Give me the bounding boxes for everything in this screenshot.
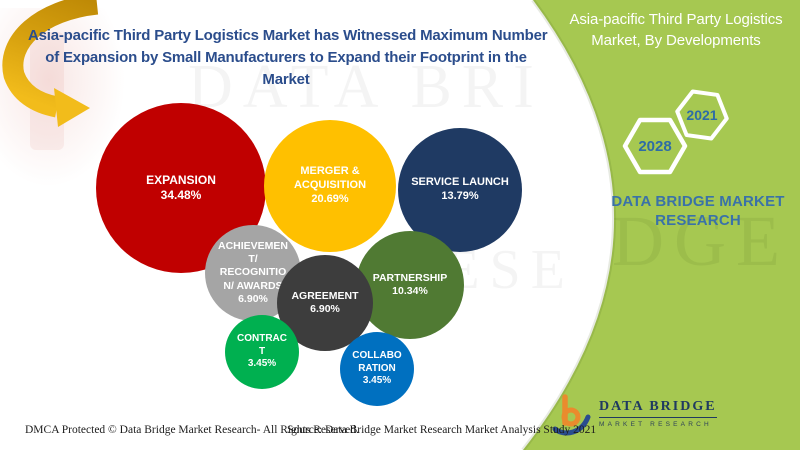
curve-edge-shadow (521, 0, 617, 450)
page-title: Asia-pacific Third Party Logistics Marke… (28, 25, 548, 91)
logo-name: DATA BRIDGE (599, 399, 717, 418)
data-bridge-logo-icon (552, 394, 591, 436)
panel-title-line-1: Asia-pacific Third Party Logistics (569, 11, 783, 28)
arrow-band (2, 0, 99, 118)
forecast-hexagons: 2028 2021 (622, 89, 729, 175)
bubble-collaboration: COLLABO RATION 3.45% (340, 332, 414, 406)
hexagon-2021 (675, 89, 729, 141)
company-logo: DATA BRIDGE MARKET RESEARCH (552, 394, 717, 440)
bubble-achievement-recognition-awards: ACHIEVEMEN T/RECOGNITIO N/ AWARDS 6.90% (205, 225, 301, 321)
brand-line-1: DATA BRIDGE MARKET (611, 193, 785, 210)
logo-b-bowl (561, 407, 581, 427)
bubble-label: SERVICE LAUNCH 13.79% (411, 176, 509, 202)
footer-source-note: Source: Data Bridge Market Research Mark… (287, 424, 597, 436)
footer-dmca-notice: DMCA Protected © Data Bridge Market Rese… (25, 424, 359, 436)
bubble-contract: CONTRAC T 3.45% (225, 315, 299, 389)
bubble-merger-acquisition: MERGER & ACQUISITION 20.69% (264, 120, 396, 252)
bubble-label: MERGER & ACQUISITION 20.69% (293, 165, 367, 205)
page-title-line-3: Market (262, 71, 310, 88)
curved-arrow-icon (2, 0, 99, 127)
panel-title: Asia-pacific Third Party Logistics Marke… (556, 9, 796, 51)
logo-swoosh (552, 414, 591, 436)
page-title-line-1: Asia-pacific Third Party Logistics Marke… (28, 27, 548, 44)
brand-wordmark: DATA BRIDGE MARKET RESEARCH (590, 192, 800, 230)
bubble-label: COLLABO RATION 3.45% (352, 350, 402, 387)
bubble-partnership: PARTNERSHIP 10.34% (356, 231, 464, 339)
bubble-label: PARTNERSHIP 10.34% (372, 271, 448, 297)
bubble-label: ACHIEVEMEN T/RECOGNITIO N/ AWARDS 6.90% (217, 240, 288, 305)
page-title-line-2: of Expansion by Small Manufacturers to E… (45, 49, 527, 66)
logo-tagline: MARKET RESEARCH (599, 421, 712, 428)
brand-line-2: RESEARCH (655, 212, 741, 229)
year-2028-label: 2028 (638, 138, 671, 155)
bubble-label: CONTRAC T 3.45% (237, 333, 287, 370)
bubble-label: AGREEMENT 6.90% (291, 289, 359, 315)
panel-title-line-2: Market, By Developments (591, 32, 761, 49)
arrow-head (54, 88, 90, 127)
bubble-label: EXPANSION 34.48% (146, 173, 216, 202)
year-2021-label: 2021 (686, 107, 717, 123)
logo-text: DATA BRIDGE MARKET RESEARCH (599, 394, 717, 428)
hexagon-2028 (622, 117, 688, 175)
